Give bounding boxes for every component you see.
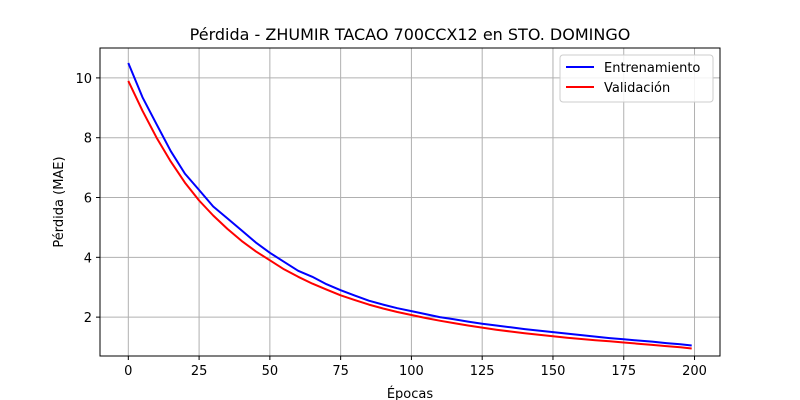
series-line-entrenamiento <box>127 62 692 347</box>
y-tick-label: 6 <box>84 192 92 207</box>
x-tick-label: 0 <box>124 364 132 379</box>
x-tick-label: 100 <box>399 364 424 379</box>
x-tick-label: 200 <box>682 364 707 379</box>
series-line-validacion <box>127 80 692 350</box>
x-tick-label: 125 <box>470 364 495 379</box>
x-axis-label: Épocas <box>387 386 434 400</box>
x-tick-label: 25 <box>191 364 208 379</box>
legend-entrenamiento-label: Entrenamiento <box>604 61 700 76</box>
y-axis-label: Pérdida (MAE) <box>52 156 67 247</box>
legend-box <box>559 54 714 103</box>
y-tick-label: 4 <box>84 251 92 266</box>
axis-ticks: 0 25 50 75 100 125 150 175 200 2 4 6 8 10 <box>75 72 706 379</box>
chart-title: Pérdida - ZHUMIR TACAO 700CCX12 en STO. … <box>190 25 631 44</box>
x-tick-label: 150 <box>541 364 566 379</box>
plot-frame <box>99 47 721 357</box>
x-tick-label: 50 <box>262 364 279 379</box>
x-tick-label: 75 <box>332 364 349 379</box>
series-lines <box>127 62 692 350</box>
legend: Entrenamiento Validación <box>559 54 714 103</box>
y-tick-label: 10 <box>75 72 92 87</box>
y-tick-label: 8 <box>84 132 92 147</box>
legend-validacion-label: Validación <box>604 81 670 96</box>
x-tick-label: 175 <box>611 364 636 379</box>
y-tick-label: 2 <box>84 311 92 326</box>
